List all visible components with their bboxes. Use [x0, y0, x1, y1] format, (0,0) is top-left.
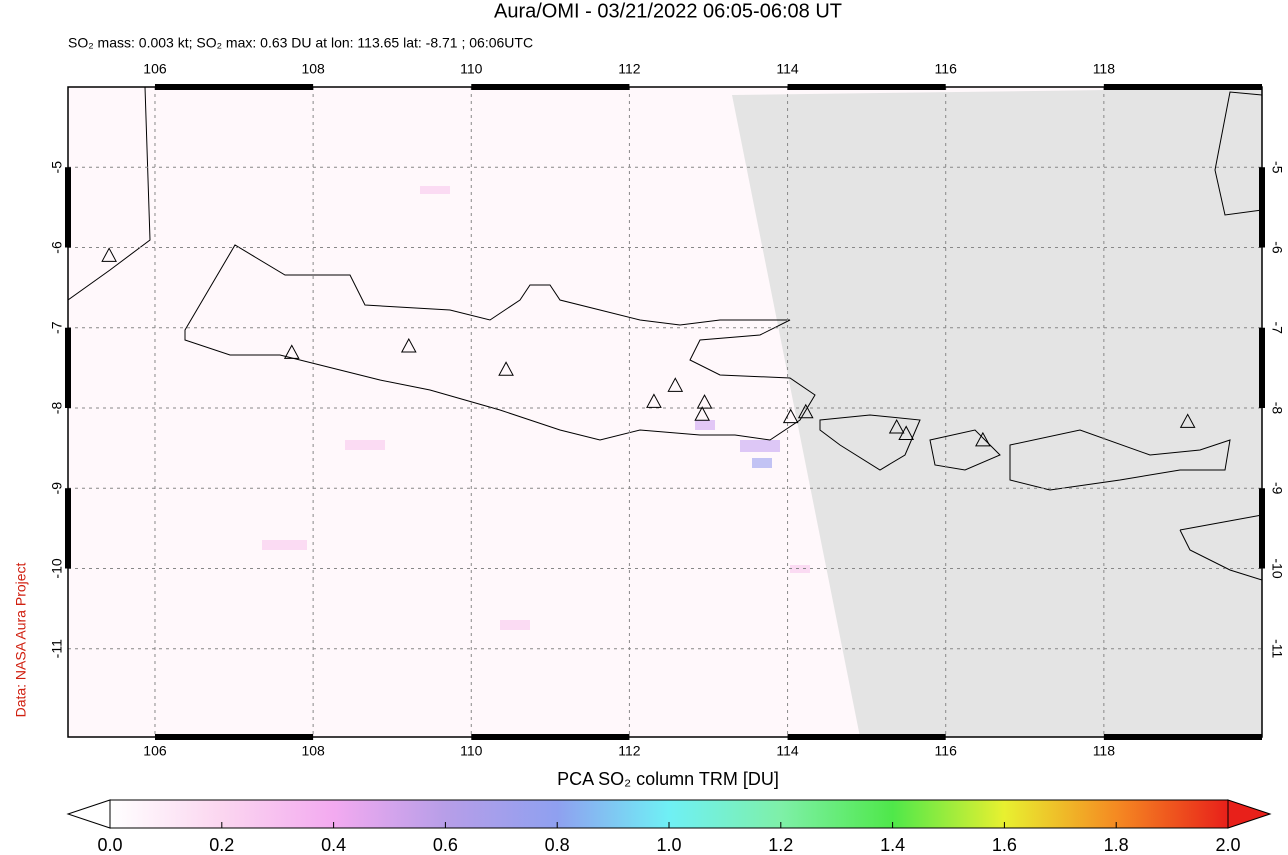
volcano — [694, 406, 711, 421]
x-tick-label-bottom: 106 — [143, 743, 167, 759]
frame-bar — [471, 734, 630, 740]
x-tick-label-top: 114 — [776, 61, 799, 77]
frame-bar — [65, 488, 71, 569]
credit: Data: NASA Aura Project — [13, 562, 29, 717]
frame-bar — [65, 327, 71, 408]
volcano — [1179, 413, 1196, 428]
y-tick-label-left: -10 — [49, 558, 65, 578]
colorbar-tick-label: 0.4 — [321, 835, 346, 855]
subtitle: SO₂ mass: 0.003 kt; SO₂ max: 0.63 DU at … — [68, 35, 533, 51]
colorbar-tick-label: 0.2 — [209, 835, 234, 855]
y-tick-label-right: -11 — [1269, 639, 1285, 658]
frame-bars — [65, 84, 1265, 740]
so2-pixels — [262, 186, 810, 630]
volcano — [646, 393, 662, 408]
axis-labels: 106 106 108 108 110 110 112 112 114 114 116 116 118 1… — [49, 61, 1286, 759]
graticule — [68, 87, 1262, 737]
volcanoes — [101, 247, 1196, 447]
frame-bar — [1259, 327, 1265, 408]
volcano — [667, 377, 684, 392]
x-tick-label-bottom: 114 — [776, 743, 799, 759]
x-tick-label-bottom: 108 — [301, 743, 325, 759]
x-tick-label-bottom: 110 — [460, 743, 483, 759]
x-tick-label-top: 118 — [1093, 61, 1116, 77]
volcano — [498, 361, 514, 376]
volcano — [400, 337, 417, 353]
frame-bar — [787, 84, 946, 90]
frame-bar — [787, 734, 946, 740]
colorbar-tick-label: 0.8 — [545, 835, 570, 855]
volcano — [797, 403, 814, 419]
y-tick-label-right: -9 — [1269, 482, 1285, 495]
y-tick-label-right: -10 — [1269, 558, 1285, 578]
y-tick-label-left: -7 — [49, 321, 65, 334]
colorbar-tick-label: 1.8 — [1104, 835, 1129, 855]
frame-bar — [1259, 167, 1265, 248]
y-tick-label-left: -8 — [49, 402, 65, 415]
colorbar-low-arrow — [66, 799, 111, 829]
colorbar-ticks: 0.0 0.2 0.4 0.6 0.8 1.0 1.2 1.4 1.6 1.8 2.0 — [97, 822, 1241, 855]
y-tick-label-left: -6 — [49, 241, 65, 254]
volcano — [283, 344, 300, 359]
frame-bar — [1103, 84, 1262, 90]
y-tick-label-left: -5 — [49, 161, 65, 174]
x-tick-label-top: 106 — [143, 61, 167, 77]
volcano — [888, 418, 905, 434]
volcano — [975, 431, 991, 447]
frame-bar — [1259, 488, 1265, 569]
frame-bar — [1103, 734, 1262, 740]
frame-bar — [154, 734, 314, 740]
y-tick-label-left: -9 — [49, 482, 65, 495]
volcano — [782, 408, 799, 424]
x-tick-label-bottom: 112 — [618, 743, 641, 759]
map-frame — [67, 86, 1263, 738]
colorbar-tick-label: 1.0 — [656, 835, 681, 855]
x-tick-label-top: 108 — [301, 61, 325, 77]
title: Aura/OMI - 03/21/2022 06:05-06:08 UT — [494, 0, 842, 22]
colorbar-tick-label: 0.0 — [97, 835, 122, 855]
colorbar-tick-label: 1.4 — [880, 835, 905, 855]
y-tick-label-right: -6 — [1269, 241, 1285, 254]
volcano — [101, 247, 117, 262]
y-tick-label-left: -11 — [49, 639, 65, 658]
x-tick-label-top: 112 — [618, 61, 641, 77]
frame-bar — [471, 84, 630, 90]
x-tick-label-bottom: 116 — [935, 743, 958, 759]
volcano — [898, 425, 915, 440]
x-tick-label-top: 110 — [460, 61, 483, 77]
colorbar-tick-label: 1.2 — [768, 835, 793, 855]
frame-bar — [65, 167, 71, 248]
map-body — [68, 87, 1262, 737]
y-tick-label-right: -5 — [1269, 161, 1285, 174]
colorbar-label: PCA SO₂ column TRM [DU] — [557, 769, 779, 789]
y-tick-label-right: -7 — [1269, 322, 1285, 335]
frame-bar — [154, 84, 314, 90]
no-data-swath — [732, 88, 1262, 737]
colorbar-high-arrow — [1227, 799, 1272, 829]
y-tick-label-right: -8 — [1269, 402, 1285, 415]
colorbar-tick-label: 2.0 — [1215, 835, 1240, 855]
colorbar-tick-label: 1.6 — [992, 835, 1017, 855]
coastlines — [68, 87, 1262, 581]
volcano — [696, 394, 713, 409]
x-tick-label-bottom: 118 — [1093, 743, 1116, 759]
x-tick-label-top: 116 — [935, 61, 958, 77]
colorbar-tick-label: 0.6 — [433, 835, 458, 855]
